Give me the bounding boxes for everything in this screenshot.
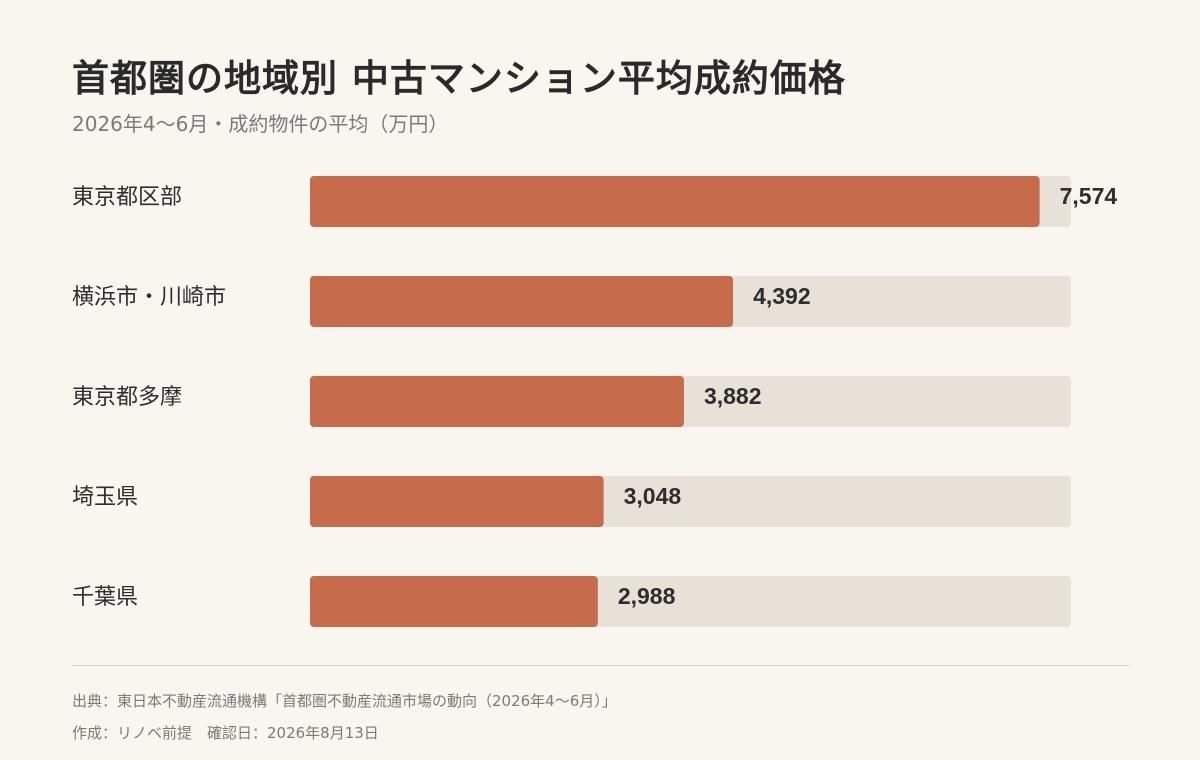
bar xyxy=(310,276,734,327)
bar xyxy=(310,576,598,627)
category-label: 東京都多摩 xyxy=(72,385,182,410)
chart-title: 首都圏の地域別 中古マンション平均成約価格 xyxy=(72,57,846,100)
value-label: 4,392 xyxy=(753,283,811,309)
category-label: 東京都区部 xyxy=(72,185,182,210)
category-label: 千葉県 xyxy=(72,585,138,610)
value-label: 2,988 xyxy=(618,583,676,609)
bar xyxy=(310,376,684,427)
credit-note: 作成：リノベ前提 確認日：2026年8月13日 xyxy=(72,724,379,742)
chart-subtitle: 2026年4〜6月・成約物件の平均（万円） xyxy=(72,112,449,136)
category-label: 埼玉県 xyxy=(72,485,138,510)
bar xyxy=(310,176,1040,227)
value-label: 3,048 xyxy=(624,483,682,509)
bar xyxy=(310,476,604,527)
category-label: 横浜市・川崎市 xyxy=(72,285,226,310)
value-label: 7,574 xyxy=(1060,183,1118,209)
bar-chart: 東京都区部 7,574 横浜市・川崎市 4,392 東京都多摩 3,882 埼玉県 3,048… xyxy=(72,176,1118,627)
footer-divider xyxy=(72,665,1129,666)
source-note: 出典：東日本不動産流通機構「首都圏不動産流通市場の動向（2026年4〜6月）」 xyxy=(72,692,617,710)
value-label: 3,882 xyxy=(704,383,762,409)
